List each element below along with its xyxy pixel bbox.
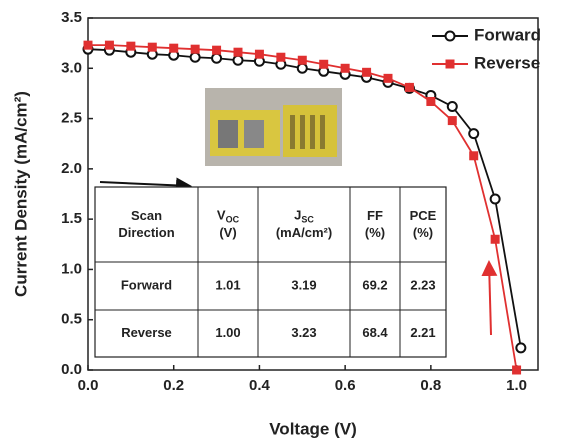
table-header: (%) <box>365 225 385 240</box>
point <box>105 41 114 50</box>
data-table: Scan Direction VOC(V) JSC(mA/cm²) FF (%) PCE (%… <box>95 187 446 357</box>
table-header: (V) <box>219 225 236 240</box>
point <box>212 46 221 55</box>
table-cell: Forward <box>121 277 172 292</box>
table-cell: 1.00 <box>215 325 240 340</box>
table-header: (mA/cm²) <box>276 225 332 240</box>
table-cell: 1.01 <box>215 277 240 292</box>
x-tick-label: 0.6 <box>335 377 356 394</box>
table-header: FF <box>367 208 383 223</box>
y-axis-label: Current Density (mA/cm²) <box>11 91 30 297</box>
table-cell: 69.2 <box>362 277 387 292</box>
table-header: Scan <box>131 208 162 223</box>
point <box>469 151 478 160</box>
table-cell: 68.4 <box>362 325 388 340</box>
y-tick-label: 0.0 <box>61 361 82 378</box>
table-cell: 3.23 <box>291 325 316 340</box>
point <box>405 83 414 92</box>
point <box>298 64 307 73</box>
symbol: J <box>294 208 301 223</box>
point <box>469 129 478 138</box>
point <box>491 195 500 204</box>
point <box>319 60 328 69</box>
legend-label: Reverse <box>474 53 540 72</box>
point <box>516 343 525 352</box>
point <box>362 68 371 77</box>
point <box>234 48 243 57</box>
table-header: (%) <box>413 225 433 240</box>
point <box>126 42 135 51</box>
legend-label: Forward <box>474 25 541 44</box>
y-tick-label: 2.5 <box>61 110 82 127</box>
table-header: Direction <box>118 225 174 240</box>
y-tick-label: 0.5 <box>61 311 82 328</box>
point <box>426 97 435 106</box>
x-tick-label: 0.0 <box>78 377 99 394</box>
legend-marker <box>446 32 455 41</box>
x-axis-label: Voltage (V) <box>269 419 357 438</box>
point <box>298 56 307 65</box>
photo-inset <box>205 88 342 166</box>
point <box>448 102 457 111</box>
chart: Voltage (V) Current Density (mA/cm²) 0.0… <box>0 0 564 443</box>
reverse-arrow <box>489 262 491 335</box>
point <box>512 366 521 375</box>
x-tick-label: 0.2 <box>163 377 184 394</box>
point <box>448 116 457 125</box>
y-tick-label: 2.0 <box>61 160 82 177</box>
point <box>491 235 500 244</box>
table-cell: 2.23 <box>410 277 435 292</box>
forward-arrow <box>100 182 190 186</box>
point <box>191 53 200 62</box>
point <box>234 56 243 65</box>
subscript: SC <box>301 215 314 225</box>
x-tick-label: 0.4 <box>249 377 271 394</box>
table-cell: 3.19 <box>291 277 316 292</box>
table-cell: Reverse <box>121 325 172 340</box>
legend-marker <box>446 60 455 69</box>
table-header: PCE <box>410 208 437 223</box>
point <box>169 44 178 53</box>
point <box>191 45 200 54</box>
point <box>84 41 93 50</box>
y-tick-label: 3.0 <box>61 59 82 76</box>
symbol: V <box>217 208 226 223</box>
subscript: OC <box>226 215 240 225</box>
y-tick-label: 1.5 <box>61 210 82 227</box>
point <box>255 50 264 59</box>
point <box>384 74 393 83</box>
point <box>276 53 285 62</box>
point <box>212 54 221 63</box>
y-tick-label: 3.5 <box>61 9 82 26</box>
y-tick-label: 1.0 <box>61 260 82 277</box>
table-cell: 2.21 <box>410 325 435 340</box>
point <box>148 43 157 52</box>
point <box>341 64 350 73</box>
x-tick-label: 0.8 <box>420 377 441 394</box>
x-tick-label: 1.0 <box>506 377 527 394</box>
